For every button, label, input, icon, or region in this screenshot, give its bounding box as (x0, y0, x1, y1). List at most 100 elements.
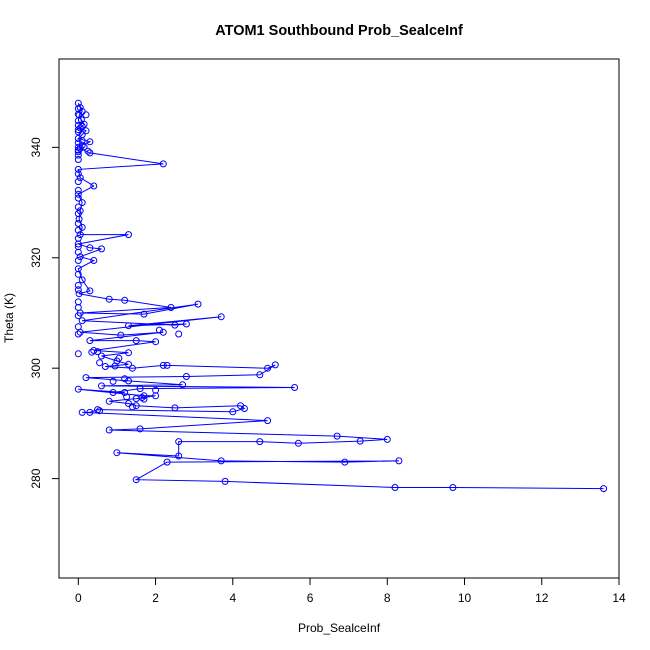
data-point (179, 381, 187, 389)
data-point (74, 135, 82, 142)
y-axis: 280 300 320 340 (29, 137, 60, 489)
data-point (111, 362, 119, 370)
data-point (132, 402, 140, 410)
data-point (194, 300, 202, 308)
data-point (74, 190, 82, 198)
data-point (74, 121, 82, 129)
data-point (264, 417, 272, 425)
data-point (76, 174, 84, 182)
plot-frame (58, 58, 620, 579)
data-point (74, 234, 82, 242)
y-axis-label: Theta (K) (2, 293, 16, 343)
data-point (391, 484, 399, 491)
data-point (74, 220, 82, 227)
data-point (74, 385, 82, 393)
data-point (395, 457, 403, 465)
data-point (86, 244, 94, 252)
data-point (115, 354, 123, 362)
data-point (74, 281, 82, 289)
data-point (105, 397, 113, 405)
data-point (217, 457, 225, 465)
data-point (294, 439, 302, 447)
data-point (128, 364, 136, 372)
data-point (74, 156, 82, 163)
data-point (264, 364, 272, 372)
data-point (82, 374, 90, 382)
x-tick-label: 2 (152, 591, 159, 605)
data-point (74, 248, 82, 256)
data-point (74, 323, 82, 331)
data-point (78, 317, 86, 325)
data-point (76, 253, 84, 261)
data-point (74, 148, 82, 156)
data-point (121, 375, 129, 383)
data-point (132, 476, 140, 484)
data-point (125, 377, 132, 385)
data-point (74, 226, 82, 234)
data-point (175, 452, 183, 460)
data-point (74, 139, 82, 147)
data-point (74, 312, 82, 320)
data-point (125, 231, 132, 239)
data-point (159, 160, 167, 168)
data-point (98, 245, 105, 253)
data-point (138, 394, 146, 401)
data-point (125, 322, 132, 330)
data-point (74, 170, 82, 178)
data-point (74, 165, 82, 173)
data-point (121, 389, 129, 396)
data-point (159, 328, 167, 336)
series-points (74, 99, 608, 493)
data-point (74, 270, 82, 278)
data-point (74, 203, 82, 211)
data-point (125, 360, 132, 368)
data-point (90, 257, 98, 264)
data-point (163, 458, 171, 466)
data-point (96, 359, 104, 367)
data-point (84, 147, 92, 155)
data-point (90, 347, 98, 354)
data-point (98, 382, 105, 390)
data-point (123, 393, 131, 401)
data-point (78, 408, 86, 416)
data-point (74, 257, 82, 264)
y-tick-label: 340 (29, 137, 43, 157)
data-point (74, 186, 82, 194)
data-point (182, 373, 190, 380)
data-point (271, 361, 279, 369)
series-lines (77, 103, 604, 490)
data-point (86, 149, 94, 157)
x-tick-label: 12 (535, 591, 549, 605)
data-point (136, 425, 144, 433)
data-point (96, 407, 104, 415)
data-point (171, 321, 179, 329)
y-tick-label: 320 (29, 247, 43, 267)
data-point (140, 395, 148, 403)
data-point (182, 320, 190, 328)
data-point (78, 199, 86, 207)
data-point (74, 304, 82, 311)
data-point (221, 477, 229, 485)
data-point (86, 337, 94, 345)
data-point (90, 182, 98, 190)
data-point (74, 151, 82, 159)
data-point (86, 138, 94, 146)
data-point (175, 438, 183, 446)
data-point (82, 111, 90, 119)
data-point (356, 437, 364, 445)
data-point (86, 408, 94, 416)
data-point (256, 371, 264, 379)
data-point (78, 276, 86, 284)
data-point (113, 449, 121, 457)
data-point (167, 304, 175, 311)
x-tick-label: 8 (384, 591, 391, 605)
data-point (291, 384, 299, 391)
series-line (77, 103, 604, 490)
data-point (152, 338, 160, 346)
data-point (140, 392, 148, 400)
data-point (256, 438, 264, 446)
data-point (74, 194, 82, 202)
x-axis: 0 2 4 6 8 10 12 14 (75, 577, 626, 605)
data-point (74, 350, 82, 358)
